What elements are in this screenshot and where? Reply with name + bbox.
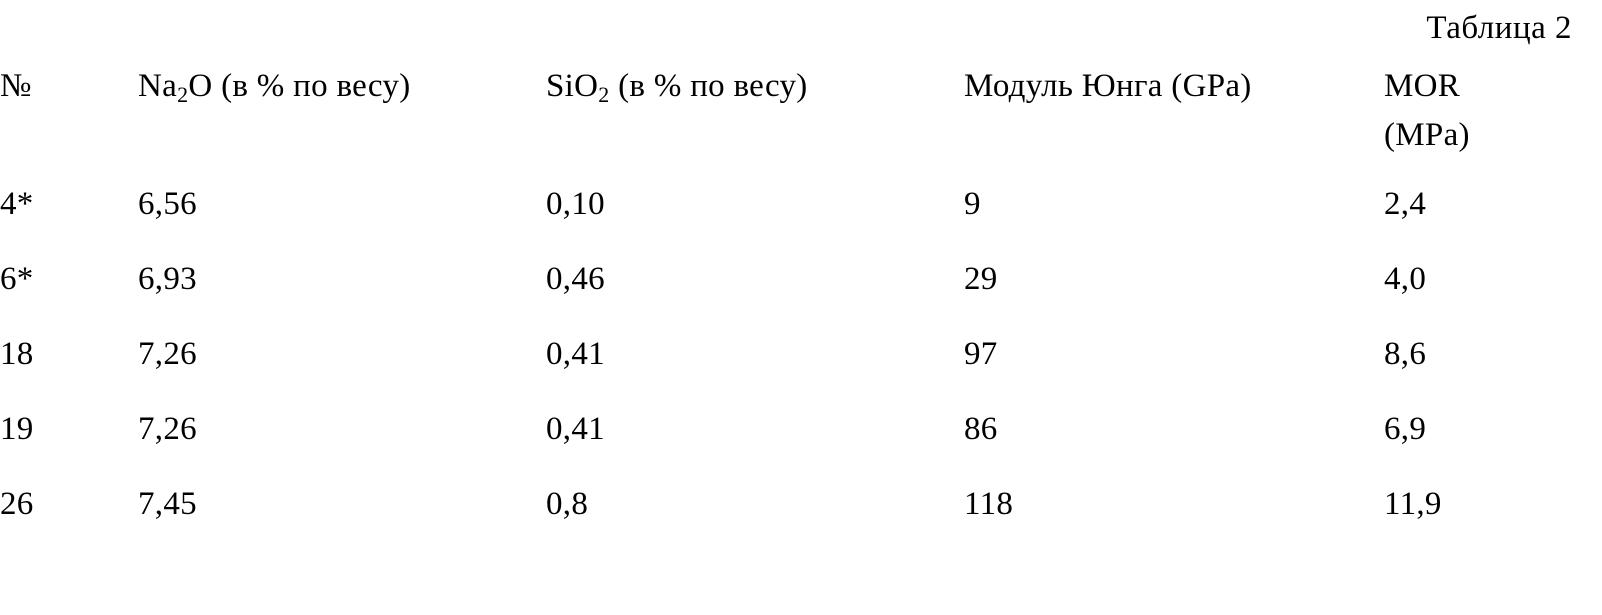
column-header-na2o-subscript: 2 [177, 82, 188, 107]
table-row: 19 7,26 0,41 86 6,9 [0, 405, 1602, 480]
cell-youngs-modulus: 29 [964, 255, 1384, 330]
column-header-sio2-pre: SiO [546, 68, 598, 104]
column-header-sio2-post: (в % по весу) [610, 68, 808, 104]
cell-sio2: 0,46 [546, 255, 964, 330]
cell-youngs-modulus: 97 [964, 330, 1384, 405]
cell-youngs-modulus: 9 [964, 180, 1384, 255]
table-header-row: № Na2O (в % по весу) SiO2 (в % по весу) … [0, 62, 1602, 180]
cell-mor: 8,6 [1384, 330, 1602, 405]
cell-youngs-modulus: 118 [964, 480, 1384, 555]
cell-na2o: 6,56 [138, 180, 546, 255]
column-header-youngs-modulus: Модуль Юнга (GPa) [964, 62, 1384, 180]
column-header-mor-line2: (MPa) [1384, 111, 1602, 160]
cell-mor: 6,9 [1384, 405, 1602, 480]
table-row: 4* 6,56 0,10 9 2,4 [0, 180, 1602, 255]
cell-na2o: 6,93 [138, 255, 546, 330]
cell-na2o: 7,45 [138, 480, 546, 555]
cell-number: 19 [0, 405, 138, 480]
cell-sio2: 0,41 [546, 330, 964, 405]
cell-youngs-modulus: 86 [964, 405, 1384, 480]
cell-number: 18 [0, 330, 138, 405]
cell-sio2: 0,41 [546, 405, 964, 480]
table-caption: Таблица 2 [1426, 8, 1572, 48]
cell-number: 26 [0, 480, 138, 555]
column-header-na2o-post: O (в % по весу) [188, 68, 410, 104]
column-header-na2o-pre: Na [138, 68, 177, 104]
column-header-na2o: Na2O (в % по весу) [138, 62, 546, 180]
data-table: № Na2O (в % по весу) SiO2 (в % по весу) … [0, 62, 1602, 555]
cell-na2o: 7,26 [138, 405, 546, 480]
table-body: 4* 6,56 0,10 9 2,4 6* 6,93 0,46 29 4,0 1… [0, 180, 1602, 555]
cell-number: 6* [0, 255, 138, 330]
table-row: 18 7,26 0,41 97 8,6 [0, 330, 1602, 405]
cell-na2o: 7,26 [138, 330, 546, 405]
cell-mor: 4,0 [1384, 255, 1602, 330]
cell-sio2: 0,10 [546, 180, 964, 255]
table-header: № Na2O (в % по весу) SiO2 (в % по весу) … [0, 62, 1602, 180]
column-header-mor-line1: MOR [1384, 68, 1460, 104]
column-header-sio2: SiO2 (в % по весу) [546, 62, 964, 180]
table-row: 6* 6,93 0,46 29 4,0 [0, 255, 1602, 330]
column-header-number: № [0, 62, 138, 180]
table-row: 26 7,45 0,8 118 11,9 [0, 480, 1602, 555]
cell-sio2: 0,8 [546, 480, 964, 555]
column-header-sio2-subscript: 2 [598, 82, 609, 107]
document-page: Таблица 2 № Na2O (в % по весу) SiO2 (в %… [0, 0, 1602, 615]
column-header-mor: MOR (MPa) [1384, 62, 1602, 180]
cell-number: 4* [0, 180, 138, 255]
cell-mor: 11,9 [1384, 480, 1602, 555]
cell-mor: 2,4 [1384, 180, 1602, 255]
